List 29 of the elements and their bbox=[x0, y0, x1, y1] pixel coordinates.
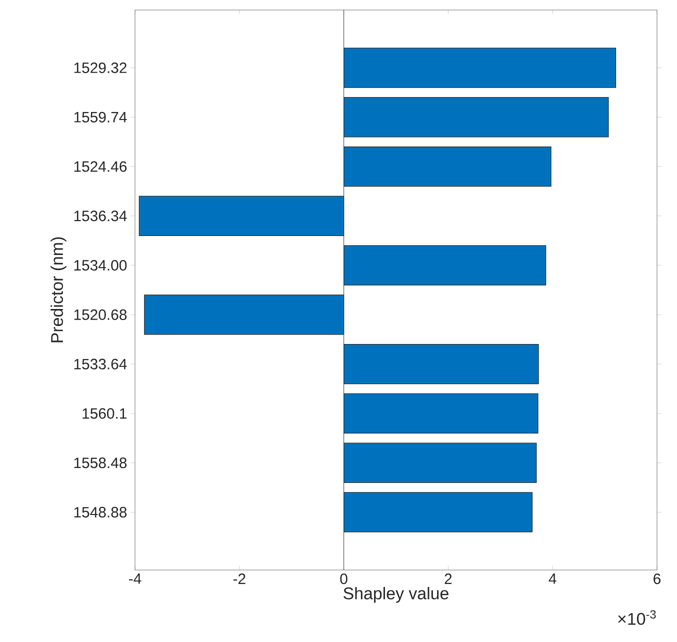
y-tick-label: 1533.64 bbox=[74, 358, 127, 370]
y-tick-label: 1529.32 bbox=[74, 62, 126, 74]
y-axis-title: Predictor (nm) bbox=[50, 237, 66, 342]
bar bbox=[344, 146, 552, 187]
y-tick-label: 1559.74 bbox=[74, 112, 127, 122]
bar bbox=[344, 344, 539, 384]
x-tick-label: 4 bbox=[548, 574, 556, 584]
y-tick-label: 1548.88 bbox=[74, 506, 127, 518]
x-tick-label: -4 bbox=[129, 574, 142, 584]
bar bbox=[344, 393, 538, 434]
bar bbox=[144, 294, 344, 335]
y-tick-label: 1520.68 bbox=[74, 309, 127, 320]
text: ×10$^{-3}$ bbox=[618, 610, 656, 625]
bar bbox=[138, 196, 344, 236]
bar bbox=[344, 442, 537, 483]
bar bbox=[344, 492, 533, 532]
bar bbox=[344, 48, 616, 88]
x-tick-label: -2 bbox=[233, 574, 246, 584]
x-tick-label: 0 bbox=[340, 574, 348, 584]
y-tick-label: 1536.34 bbox=[74, 210, 127, 222]
bar bbox=[344, 245, 546, 286]
y-tick-label: 1558.48 bbox=[74, 458, 127, 468]
x-axis-title: Shapley value bbox=[344, 586, 448, 603]
bar bbox=[344, 97, 609, 138]
y-tick-label: 1534.00 bbox=[74, 260, 127, 271]
x-tick-label: 6 bbox=[654, 574, 661, 584]
x-tick-label: 2 bbox=[444, 574, 452, 584]
y-tick-label: 1524.46 bbox=[74, 161, 127, 172]
y-tick-label: 1560.1 bbox=[82, 408, 126, 419]
